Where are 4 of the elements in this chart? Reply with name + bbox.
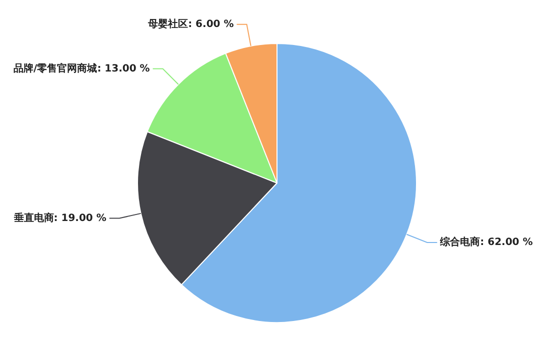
slice-label: 垂直电商: 19.00 % bbox=[12, 212, 106, 224]
slice-label: 母婴社区: 6.00 % bbox=[147, 18, 234, 30]
slice-label: 品牌/零售官网商城: 13.00 % bbox=[14, 62, 150, 74]
slice-label: 综合电商: 62.00 % bbox=[439, 236, 533, 248]
